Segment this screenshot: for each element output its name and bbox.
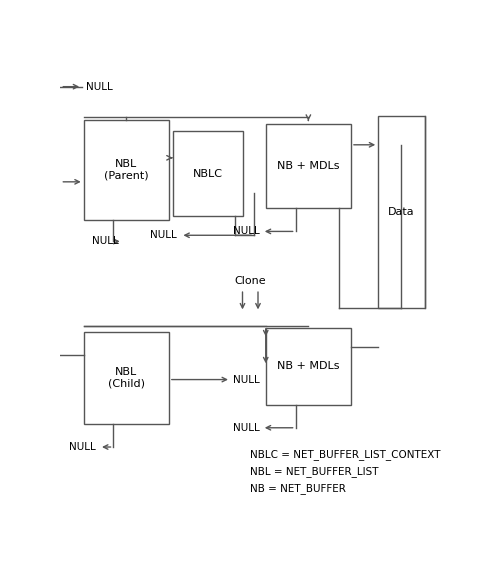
Text: NBL
(Child): NBL (Child) (108, 367, 145, 389)
Bar (266, 124, 351, 209)
Text: NULL: NULL (233, 423, 259, 433)
Text: NULL: NULL (92, 236, 118, 246)
Text: NULL: NULL (69, 442, 95, 452)
Bar (266, 328, 351, 405)
Text: NULL: NULL (150, 230, 177, 241)
Bar (173, 131, 242, 216)
Text: NBLC: NBLC (193, 168, 223, 179)
Text: NULL: NULL (233, 375, 260, 385)
Text: NB + MDLs: NB + MDLs (277, 161, 340, 171)
Text: NULL: NULL (86, 82, 113, 92)
Text: Clone: Clone (234, 277, 266, 286)
Bar (378, 116, 425, 309)
Text: NBLC = NET_BUFFER_LIST_CONTEXT: NBLC = NET_BUFFER_LIST_CONTEXT (250, 449, 441, 460)
Text: NB = NET_BUFFER: NB = NET_BUFFER (250, 483, 346, 494)
Text: NBL
(Parent): NBL (Parent) (104, 159, 149, 181)
Text: NBL = NET_BUFFER_LIST: NBL = NET_BUFFER_LIST (250, 466, 379, 477)
Text: Data: Data (388, 207, 415, 217)
Bar (84, 332, 169, 424)
Text: NULL: NULL (233, 227, 259, 236)
Bar (84, 120, 169, 220)
Text: NB + MDLs: NB + MDLs (277, 361, 340, 371)
